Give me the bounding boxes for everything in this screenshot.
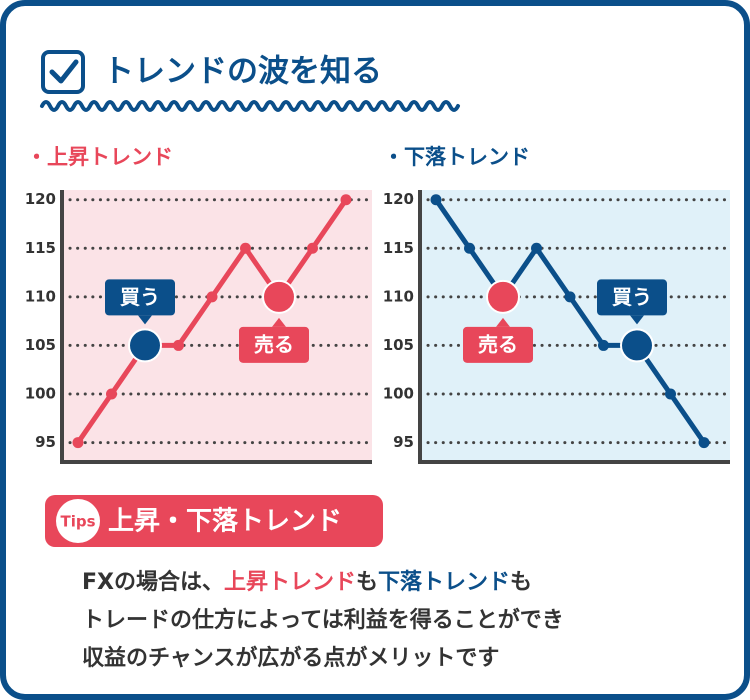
- tips-text: トレードの仕方によっては利益を得ることができ: [82, 607, 564, 633]
- check-box: [41, 50, 85, 94]
- data-point: [430, 194, 442, 206]
- tips-badge: [56, 499, 100, 543]
- y-tick-label: 105: [25, 336, 56, 354]
- tips-text: も: [510, 570, 532, 595]
- y-tick-label: 120: [25, 190, 56, 208]
- y-tick-label: 95: [35, 433, 56, 451]
- axis: [418, 190, 730, 464]
- y-tick-label: 100: [383, 385, 414, 403]
- tips-text: 収益のチャンスが広がる点がメリットです: [82, 645, 499, 671]
- tips-text: 下落トレンド: [378, 570, 510, 595]
- annotation-box: [463, 326, 533, 363]
- annotation-pointer: [272, 317, 286, 327]
- data-point: [72, 437, 84, 449]
- tips-text: も: [356, 570, 378, 595]
- data-point: [464, 242, 475, 254]
- key-point: [486, 279, 520, 314]
- tips-line: FXの場合は、上昇トレンドも下落トレンドも: [82, 569, 532, 595]
- annotation-box: [239, 326, 309, 363]
- tips-text: 上昇トレンド: [224, 570, 356, 595]
- tips-line: トレードの仕方によっては利益を得ることができ: [82, 607, 564, 633]
- axis: [60, 190, 372, 464]
- y-tick-label: 110: [383, 287, 414, 305]
- data-point: [598, 339, 609, 351]
- y-tick-label: 95: [393, 433, 414, 451]
- data-point: [340, 194, 352, 206]
- data-point: [206, 291, 218, 303]
- y-tick-label: 115: [25, 239, 56, 257]
- chart-title: ・下落トレンド: [383, 145, 530, 169]
- y-tick-label: 100: [25, 385, 56, 403]
- annotation-box: [597, 279, 667, 316]
- tips-line: 収益のチャンスが広がる点がメリットです: [82, 645, 499, 671]
- chart-title: ・上昇トレンド: [26, 145, 173, 169]
- annotation-label: 買う: [120, 285, 160, 309]
- annotation-label: 売る: [478, 332, 518, 356]
- key-point: [128, 328, 162, 363]
- y-tick-label: 115: [383, 239, 414, 257]
- header-title: トレンドの波を知る: [103, 54, 382, 90]
- data-point: [698, 437, 710, 449]
- plot-background: [420, 190, 730, 462]
- tips-banner: [45, 495, 383, 547]
- check-mark: [49, 59, 79, 84]
- annotation-box: [105, 279, 175, 316]
- key-point: [620, 328, 654, 363]
- tips-badge-text: Tips: [60, 513, 95, 531]
- tips-text: FXの場合は、: [82, 569, 224, 595]
- key-point: [262, 279, 296, 314]
- y-tick-label: 105: [383, 336, 414, 354]
- wave-underline: [40, 100, 460, 112]
- data-point: [240, 242, 251, 254]
- annotation-pointer: [496, 317, 510, 327]
- data-point: [564, 291, 576, 303]
- data-point: [106, 388, 117, 400]
- data-point: [665, 388, 676, 400]
- annotation-pointer: [138, 315, 152, 325]
- annotation-label: 売る: [254, 332, 294, 356]
- data-point: [307, 242, 318, 254]
- tips-title: 上昇・下落トレンド: [108, 507, 342, 537]
- data-point: [173, 339, 184, 351]
- annotation-label: 買う: [612, 285, 652, 309]
- annotation-pointer: [630, 315, 644, 325]
- y-tick-label: 120: [383, 190, 414, 208]
- data-point: [531, 242, 542, 254]
- y-tick-label: 110: [25, 287, 56, 305]
